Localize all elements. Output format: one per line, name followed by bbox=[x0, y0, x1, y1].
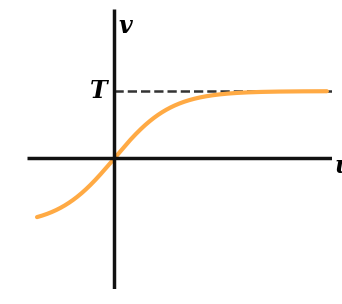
Text: u: u bbox=[334, 154, 342, 178]
Text: v: v bbox=[118, 14, 132, 38]
Text: T: T bbox=[90, 79, 107, 103]
